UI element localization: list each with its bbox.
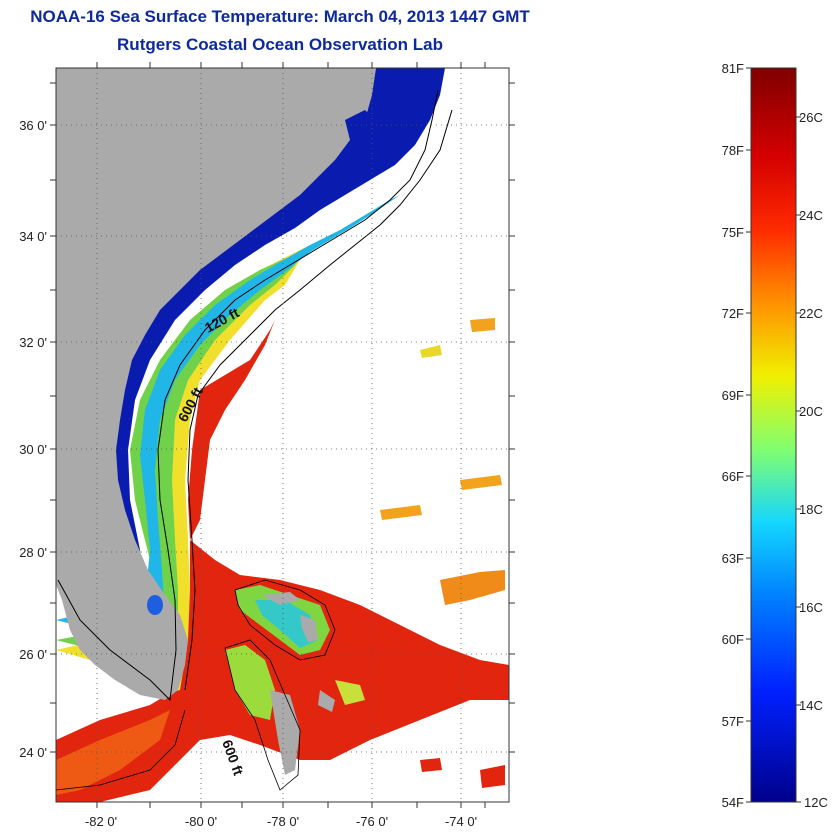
offshore-warm-patch [380,505,422,520]
contour-600ft [184,109,453,691]
offshore-warm-patch [420,345,442,358]
offshore-warm-patch [420,758,442,772]
colorbar-label-c: 22C [799,306,823,321]
lat-label: 34 0' [19,229,47,244]
gulf-stream-warm-water [56,540,509,802]
colorbar-label-c: 12C [804,795,828,810]
contour-keys [56,709,186,791]
colorbar-label-f: 54F [722,795,744,810]
florida-straits-warm [56,710,170,795]
colorbar-label-f: 63F [722,551,744,566]
sst-map: 120 ft 600 ft 600 ft [19,62,515,829]
colorbar-label-f: 66F [722,469,744,484]
lon-label: -78 0' [267,814,299,829]
bahamas-bank [335,680,365,705]
colorbar-gradient [750,67,797,803]
land-us-coast [56,68,376,700]
pamlico-sound [345,110,380,140]
contour-120ft [57,89,439,702]
colorbar-label-f: 57F [722,714,744,729]
colorbar-label-c: 16C [799,600,823,615]
map-title: NOAA-16 Sea Surface Temperature: March 0… [30,7,530,26]
lat-label: 28 0' [19,545,47,560]
land-bahamas [300,615,318,642]
lat-label: 24 0' [19,745,47,760]
colorbar-label-f: 72F [722,306,744,321]
land-bahamas [318,690,335,712]
colorbar-label-f: 69F [722,388,744,403]
lon-label: -76 0' [356,814,388,829]
lon-label: -80 0' [185,814,217,829]
colorbar-label-c: 14C [799,698,823,713]
colorbar-label-f: 81F [722,61,744,76]
colorbar-label-f: 60F [722,632,744,647]
lon-label: -82 0' [85,814,117,829]
bahamas-bank [255,600,318,648]
offshore-warm-patch [460,475,502,490]
bahamas-bank [225,645,275,720]
offshore-warm-patch [480,765,505,788]
lat-label: 26 0' [19,647,47,662]
lat-label: 32 0' [19,335,47,350]
map-subtitle: Rutgers Coastal Ocean Observation Lab [117,35,443,54]
lake-okeechobee [147,595,163,615]
offshore-warm-patch [470,318,495,332]
lat-label: 30 0' [19,442,47,457]
tick-marks [50,62,515,808]
temperature-colorbar: 81F 78F 75F 72F 69F 66F 63F 60F 57F 54F … [722,61,828,810]
colorbar-label-c: 24C [799,208,823,223]
colorbar-label-f: 78F [722,143,744,158]
land-bahamas [262,592,300,605]
nearshore-cold-water [56,68,445,650]
graticule [56,68,509,802]
colorbar-label-c: 18C [799,502,823,517]
warm-filament [188,320,275,540]
offshore-warm-patch [440,570,505,605]
contour-bahamas [224,639,301,791]
colorbar-label-c: 26C [799,110,823,125]
land-andros [270,690,300,775]
lat-label: 36 0' [19,118,47,133]
shelf-water-yellow [56,245,310,695]
colorbar-label-f: 75F [722,225,744,240]
contour-bahamas [234,579,336,661]
colorbar-label-c: 20C [799,404,823,419]
lon-label: -74 0' [445,814,477,829]
